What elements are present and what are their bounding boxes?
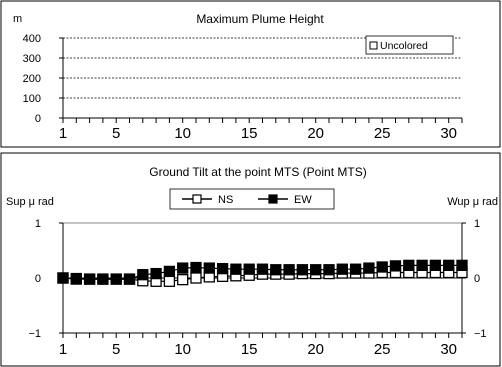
plume-x-tick-label: 15 — [241, 125, 258, 142]
tilt-x-tick-labels: 1 5 10 15 20 25 30 — [59, 341, 457, 358]
tilt-point-ew — [70, 272, 82, 285]
tilt-point-ns — [163, 275, 176, 287]
tilt-point-ew — [429, 259, 442, 272]
panel-plume-frame — [0, 0, 501, 148]
tilt-point-ew — [163, 265, 176, 278]
tilt-point-ew — [230, 263, 242, 275]
tilt-point-ns — [177, 273, 189, 286]
plume-x-tick-labels: 1 5 10 15 20 25 30 — [59, 125, 457, 142]
tilt-point-ew — [83, 273, 96, 285]
tilt-point-ew — [296, 264, 309, 276]
plume-axes — [62, 38, 463, 123]
tilt-point-ew — [416, 259, 428, 272]
plume-y-tick-label: 100 — [23, 93, 41, 105]
plume-x-tick-label: 5 — [112, 125, 120, 142]
tilt-legend-ew-label: EW — [294, 194, 312, 206]
tilt-point-ew — [403, 259, 415, 272]
tilt-point-ew — [150, 267, 162, 280]
tilt-point-ew — [216, 262, 229, 275]
tilt-y-tick-label-right: 0 — [474, 273, 480, 285]
tilt-point-ew — [137, 269, 149, 281]
tilt-y-tick-label-right: 1 — [474, 218, 480, 230]
tilt-y-tick-label-right: −1 — [474, 328, 487, 340]
plume-x-tick-label: 1 — [59, 125, 67, 142]
tilt-ylabel-left: Sup μ rad — [6, 196, 54, 208]
plume-legend: Uncolored — [365, 35, 454, 55]
tilt-point-ew — [363, 262, 375, 274]
tilt-point-ew — [243, 263, 255, 275]
tilt-x-tick-label: 25 — [374, 341, 391, 358]
plume-ylabel: m — [13, 13, 22, 25]
tilt-legend-ew-marker — [268, 194, 278, 204]
tilt-x-tick-label: 20 — [307, 341, 324, 358]
tilt-series-ew — [57, 259, 468, 285]
tilt-point-ew — [203, 262, 215, 274]
tilt-x-tick-label: 10 — [174, 341, 191, 358]
tilt-point-ew — [177, 262, 189, 274]
plume-y-tick-label: 300 — [23, 53, 41, 65]
plume-y-tick-label: 200 — [23, 73, 41, 85]
tilt-point-ew — [283, 264, 295, 276]
plume-legend-label: Uncolored — [380, 40, 428, 52]
tilt-legend-box — [169, 188, 335, 210]
tilt-point-ew — [123, 273, 136, 285]
plume-title: Maximum Plume Height — [196, 12, 324, 26]
tilt-y-tick-label-left: 1 — [35, 218, 41, 230]
tilt-ylabel-right: Wup μ rad — [447, 196, 498, 208]
tilt-point-ew — [110, 273, 122, 285]
plume-y-tick-label: 0 — [35, 113, 41, 125]
plume-x-tick-label: 25 — [374, 125, 391, 142]
plume-y-tick-label: 400 — [23, 33, 41, 45]
tilt-point-ew — [336, 263, 348, 275]
tilt-point-ew — [256, 263, 269, 275]
tilt-point-ew — [323, 264, 335, 276]
tilt-legend-ns-label: NS — [218, 194, 233, 206]
plume-legend-swatch — [369, 41, 378, 50]
tilt-x-tick-label: 5 — [112, 341, 120, 358]
tilt-point-ew — [349, 263, 362, 275]
tilt-title: Ground Tilt at the point MTS (Point MTS) — [149, 165, 366, 179]
plume-legend-box — [365, 35, 454, 55]
tilt-y-tick-label-left: 0 — [35, 273, 41, 285]
tilt-point-ew — [376, 261, 388, 273]
tilt-y-tick-labels: 1 0 −1 1 0 −1 — [28, 218, 486, 340]
plume-y-tick-labels: 400 300 200 100 0 — [23, 33, 41, 125]
tilt-point-ew — [443, 259, 455, 272]
tilt-legend-ns-marker — [192, 194, 202, 204]
tilt-point-ns — [190, 272, 202, 284]
tilt-point-ew — [97, 273, 109, 285]
tilt-point-ew — [270, 264, 282, 276]
tilt-legend: NS EW — [169, 188, 335, 210]
tilt-point-ew — [310, 264, 322, 276]
tilt-point-ew — [190, 261, 202, 274]
plume-x-tick-label: 10 — [174, 125, 191, 142]
plume-x-tick-label: 30 — [440, 125, 457, 142]
tilt-x-tick-label: 15 — [241, 341, 258, 358]
tilt-point-ew — [389, 260, 402, 272]
tilt-point-ew — [57, 272, 69, 284]
tilt-y-tick-label-left: −1 — [28, 328, 41, 340]
tilt-point-ew — [456, 259, 468, 272]
tilt-x-tick-label: 30 — [440, 341, 457, 358]
tilt-x-tick-label: 1 — [59, 341, 67, 358]
plume-x-tick-label: 20 — [307, 125, 324, 142]
